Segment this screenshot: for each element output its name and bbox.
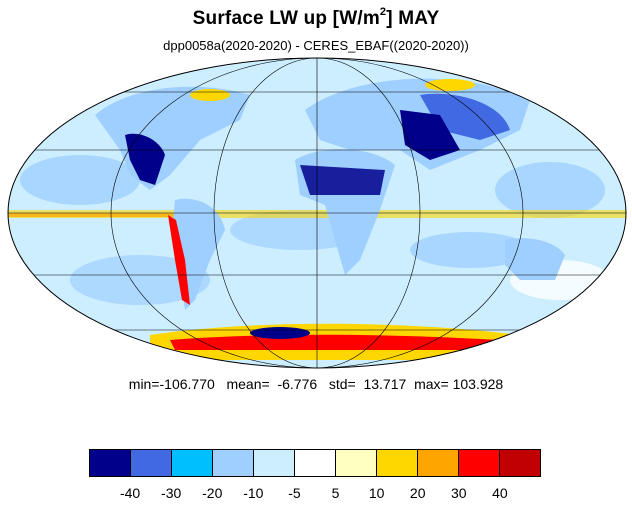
colorbar-tick-label: -40 [119,485,141,501]
colorbar [89,449,541,477]
colorbar-box [377,450,418,476]
colorbar-tick-label: -30 [161,485,182,501]
colorbar-tick-label: 40 [492,485,508,501]
stat-min: -106.770 [159,376,215,392]
colorbar-box [418,450,459,476]
colorbar-box [295,450,336,476]
colorbar-tick-label: 30 [451,485,467,501]
map-title: Surface LW up [W/m2] MAY [0,6,632,30]
stat-std: 13.717 [363,376,407,392]
colorbar-tick-label: 10 [368,485,385,501]
colorbar-box [213,450,254,476]
colorbar-box [459,450,500,476]
colorbar-box [131,450,172,476]
stat-mean: -6.776 [277,376,318,392]
colorbar-tick-label: -10 [243,485,264,501]
title-tail: ] MAY [386,8,440,29]
title-text: Surface LW up [W/m [192,8,380,29]
colorbar-box [254,450,295,476]
colorbar-box [336,450,377,476]
colorbar-tick-label: 5 [331,485,340,501]
title-superscript: 2 [379,6,387,18]
colorbar-tick-label: 20 [409,485,426,501]
colorbar-tick-label: -5 [288,485,301,501]
map-subtitle: dpp0058a(2020-2020) - CERES_EBAF((2020-2… [163,38,469,53]
colorbar-box [500,450,540,476]
statistics-line: min=-106.770 mean= -6.776 std= 13.717 ma… [128,376,504,392]
anomaly-field [8,78,626,360]
colorbar-tick-label: -20 [202,485,223,501]
globe-outline [7,57,627,369]
colorbar-box [90,450,131,476]
colorbar-box [172,450,213,476]
stat-max: 103.928 [452,376,504,392]
